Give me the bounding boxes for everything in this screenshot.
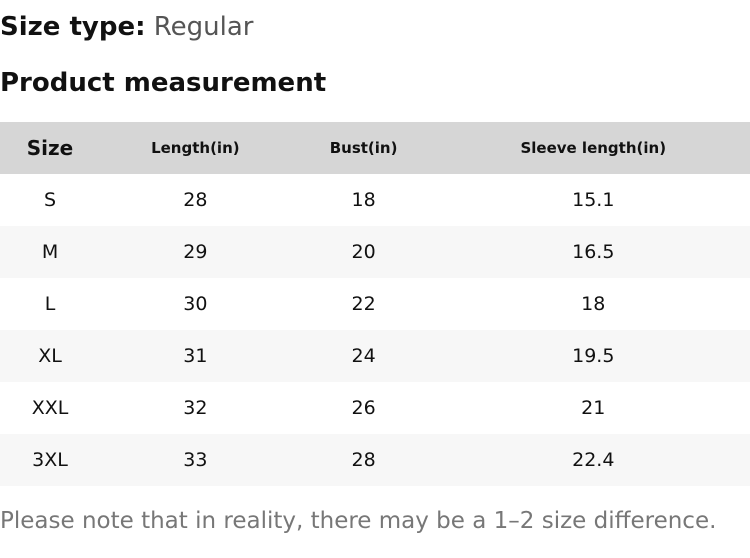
cell: 18 [351, 189, 376, 211]
row: S 28 18 15.1 [0, 174, 750, 226]
cell: XL [0, 330, 101, 382]
size-type-value: Regular [153, 12, 254, 42]
cell: 18 [581, 293, 606, 315]
cell: 21 [581, 397, 606, 419]
note: Please note that in reality, there may b… [0, 508, 717, 534]
cell: 24 [290, 330, 437, 382]
cell: M [0, 226, 101, 278]
row: M 29 20 16.5 [0, 226, 750, 278]
size-type-label: Size type: [0, 12, 146, 42]
cell: 31 [100, 330, 291, 382]
header-cell: Bust(in) [290, 122, 437, 174]
cell: 16.5 [436, 226, 750, 278]
size-type: Size type: Regular [0, 12, 253, 42]
cell: 29 [100, 226, 291, 278]
cell: 26 [351, 397, 376, 419]
cell: 28 [290, 434, 437, 486]
cell: 33 [100, 434, 291, 486]
cell: 22 [351, 293, 376, 315]
row: XXL 32 26 21 [0, 382, 750, 434]
row: 3XL 33 28 22.4 [0, 434, 750, 486]
cell: 32 [183, 397, 208, 419]
cell: 15.1 [572, 189, 615, 211]
cell: 22.4 [436, 434, 750, 486]
header-row: Size Length(in) Bust(in) Sleeve length(in) [0, 122, 750, 174]
cell: 20 [290, 226, 437, 278]
row: XL 31 24 19.5 [0, 330, 750, 382]
size-table: Size Length(in) Bust(in) Sleeve length(in) … [0, 122, 750, 486]
heading: Product measurement [0, 68, 327, 98]
cell: 28 [183, 189, 208, 211]
cell: S [43, 189, 57, 211]
cell: L [44, 293, 56, 315]
cell: XXL [31, 397, 69, 419]
row: L 30 22 18 [0, 278, 750, 330]
cell: 19.5 [436, 330, 750, 382]
header-cell: Sleeve length(in) [436, 122, 750, 174]
cell: 30 [183, 293, 208, 315]
cell: 3XL [0, 434, 101, 486]
header-cell: Size [0, 122, 101, 174]
header-cell: Length(in) [100, 122, 291, 174]
